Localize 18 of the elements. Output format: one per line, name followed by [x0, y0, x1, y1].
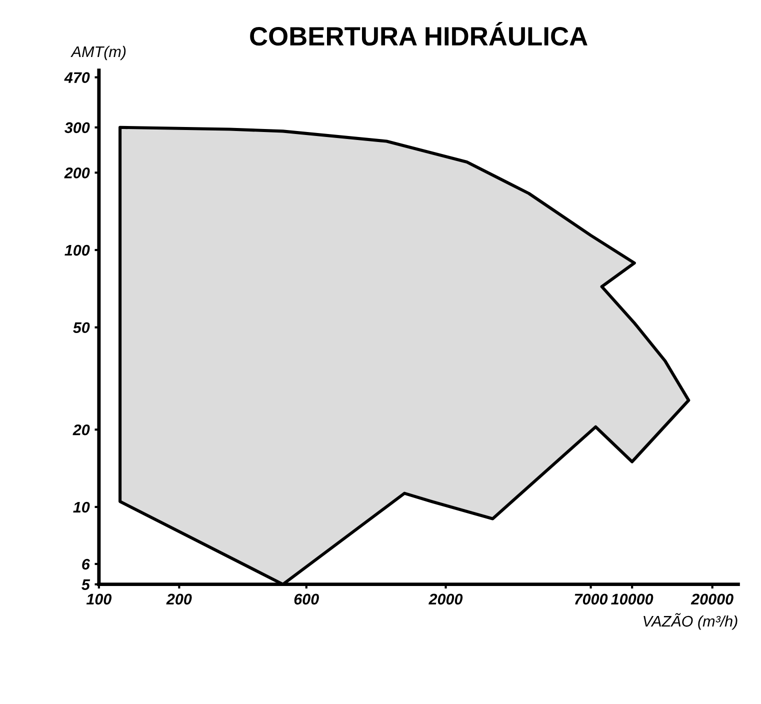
- x-tick-label: 200: [166, 594, 192, 605]
- y-tick-label: 200: [64, 168, 90, 178]
- x-tick-label: 600: [294, 594, 319, 605]
- y-tick-label: 470: [64, 72, 90, 83]
- x-tick-label: 10000: [611, 594, 654, 605]
- y-tick-label: 100: [64, 244, 90, 256]
- x-axis-title: VAZÃO (m³/h): [644, 613, 738, 630]
- y-tick-label: 6: [82, 558, 90, 570]
- x-tick-label: 20000: [690, 594, 734, 605]
- y-tick-label: 50: [73, 322, 90, 334]
- x-tick-label: 2000: [428, 594, 463, 605]
- chart-title: COBERTURA HIDRÁULICA: [250, 22, 588, 46]
- y-tick-label: 20: [72, 424, 90, 436]
- y-tick-label: 10: [73, 502, 90, 513]
- x-tick-label: 7000: [574, 594, 608, 605]
- y-tick-label: 300: [64, 122, 90, 134]
- y-axis-title: AMT(m): [70, 46, 126, 60]
- y-tick-label: 5: [82, 579, 90, 590]
